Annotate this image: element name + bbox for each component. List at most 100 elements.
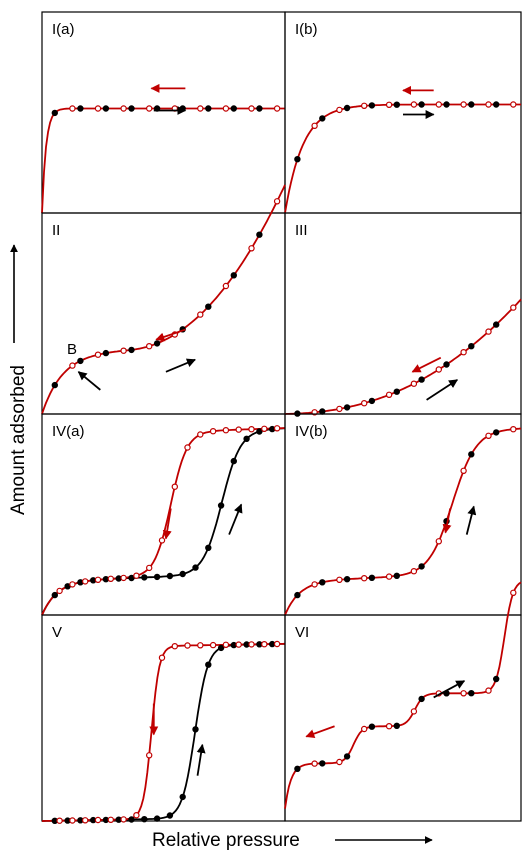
desorption-point: [485, 328, 492, 335]
adsorption-point: [217, 502, 225, 509]
desorption-point: [261, 641, 268, 648]
adsorption-point: [205, 303, 212, 310]
desorption-point: [69, 362, 76, 369]
adsorption-point: [166, 812, 174, 819]
panel-label: II: [52, 222, 60, 239]
desorption-point: [171, 643, 178, 650]
adsorption-point: [256, 105, 263, 112]
adsorption-point: [230, 272, 237, 279]
desorption-point: [510, 426, 517, 433]
adsorption-point: [443, 101, 450, 108]
adsorption-point: [77, 105, 84, 112]
adsorption-point: [166, 572, 174, 580]
adsorption-point: [319, 115, 326, 122]
desorption-point: [336, 106, 343, 114]
adsorption-point: [128, 105, 135, 112]
desorption-point: [120, 574, 127, 582]
adsorption-point: [192, 564, 199, 571]
adsorption-point: [468, 343, 475, 350]
desorption-point: [69, 105, 76, 112]
desorption-point: [385, 723, 393, 730]
adsorption-point: [418, 101, 425, 108]
desorption-point: [410, 101, 418, 108]
desorption-point: [94, 576, 102, 584]
desorption-point: [145, 752, 153, 759]
desorption-point: [56, 817, 63, 824]
adsorption-point: [368, 102, 376, 109]
panel-frame: [41, 413, 286, 616]
adsorption-point: [102, 105, 110, 112]
desorption-point: [460, 349, 467, 356]
desorption-point: [361, 400, 368, 407]
adsorption-point: [51, 381, 59, 389]
adsorption-point: [418, 376, 425, 383]
desorption-point: [410, 568, 418, 575]
adsorption-point: [493, 321, 500, 328]
adsorption-point: [128, 346, 135, 354]
desorption-point: [311, 122, 318, 130]
isotherm-curve: [284, 427, 522, 616]
desorption-point: [460, 690, 467, 697]
desorption-point: [248, 641, 255, 648]
desorption-point: [460, 101, 467, 108]
isotherm-curve: [41, 184, 286, 415]
desorption-point: [197, 311, 204, 318]
point-b-label: B: [67, 341, 77, 358]
adsorption-point: [217, 644, 225, 652]
desorption-point: [385, 391, 393, 398]
adsorption-arrow: [433, 680, 466, 699]
y-axis-label: Amount adsorbed: [8, 365, 29, 515]
desorption-arrow: [305, 725, 335, 739]
adsorption-point: [343, 576, 351, 583]
desorption-point: [510, 304, 517, 311]
isotherm-curve: [284, 581, 522, 809]
adsorption-point: [418, 695, 425, 703]
desorption-point: [222, 282, 230, 290]
adsorption-point: [77, 357, 84, 365]
panel-label: III: [295, 222, 308, 239]
desorption-point: [145, 343, 153, 350]
desorption-point: [435, 366, 442, 373]
adsorption-point: [205, 544, 212, 552]
adsorption-point: [393, 722, 400, 730]
adsorption-point: [294, 591, 301, 599]
adsorption-point: [418, 563, 425, 570]
isotherm-curve: [41, 107, 285, 214]
desorption-point: [158, 537, 166, 544]
desorption-point: [69, 817, 76, 824]
adsorption-point: [343, 104, 351, 112]
desorption-point: [133, 812, 140, 819]
desorption-arrow: [155, 328, 186, 342]
desorption-point: [410, 380, 418, 387]
desorption-point: [222, 641, 230, 649]
adsorption-point: [256, 231, 263, 238]
desorption-arrow: [442, 508, 452, 534]
adsorption-point: [153, 340, 161, 347]
desorption-point: [209, 641, 217, 649]
panel-label: VI: [295, 624, 309, 641]
desorption-point: [145, 564, 153, 572]
adsorption-point: [179, 570, 186, 578]
panel-frame: [41, 212, 286, 415]
desorption-point: [510, 589, 517, 597]
desorption-point: [311, 581, 318, 588]
adsorption-point: [243, 435, 250, 442]
desorption-point: [361, 102, 368, 110]
desorption-point: [435, 538, 442, 545]
isotherm-curve: [284, 298, 522, 415]
desorption-point: [171, 483, 178, 490]
desorption-point: [385, 101, 393, 109]
adsorption-point: [51, 109, 59, 117]
desorption-point: [510, 101, 517, 108]
adsorption-point: [256, 428, 263, 435]
adsorption-point: [443, 361, 450, 368]
desorption-point: [235, 426, 242, 433]
panel-frame: [284, 614, 522, 822]
adsorption-point: [205, 661, 212, 668]
adsorption-arrow: [196, 743, 206, 776]
desorption-point: [120, 105, 127, 112]
panel-v: V: [41, 614, 286, 825]
adsorption-arrow: [77, 371, 101, 391]
desorption-point: [145, 105, 153, 112]
panel-label: I(a): [52, 21, 75, 38]
